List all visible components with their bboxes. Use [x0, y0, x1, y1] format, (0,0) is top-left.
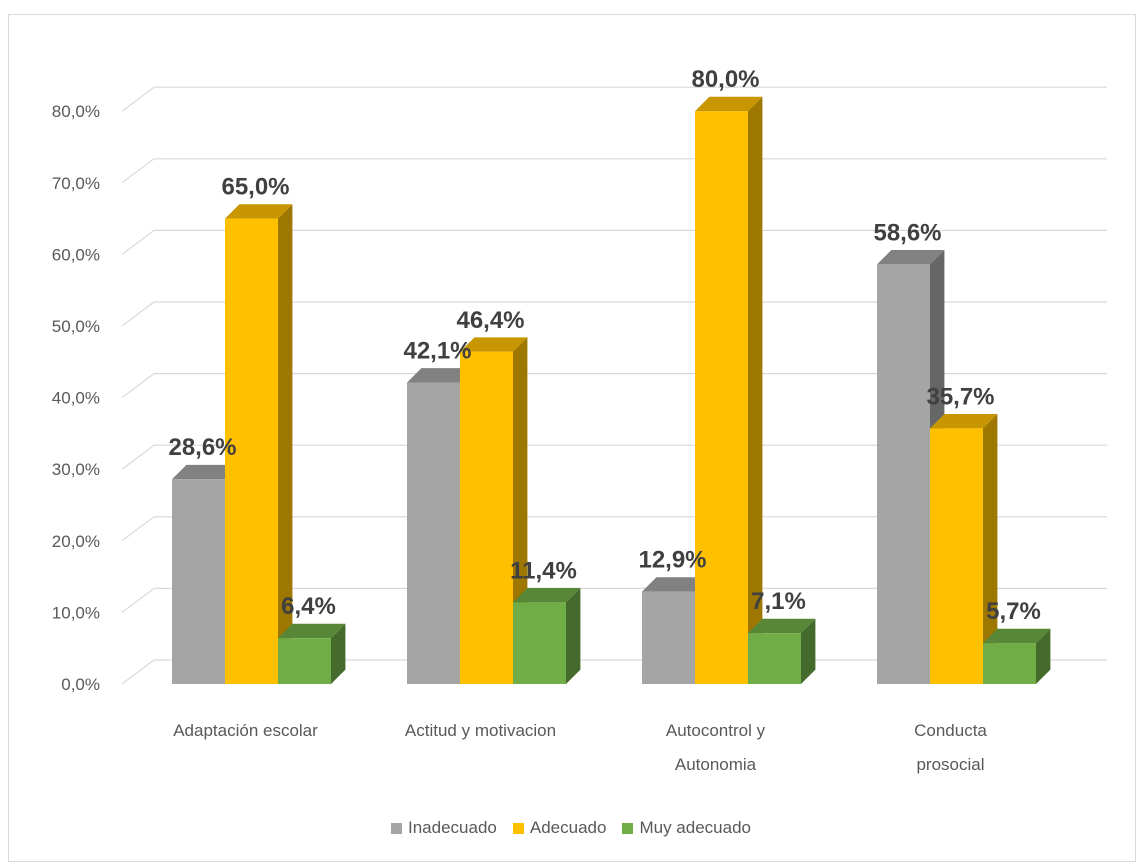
data-label: 11,4%	[510, 557, 577, 584]
bar-front	[407, 382, 460, 684]
y-tick-label: 70,0%	[52, 174, 100, 193]
bar-side	[566, 587, 581, 684]
legend-label: Adecuado	[529, 818, 607, 837]
bar-top	[278, 623, 346, 639]
data-label: 5,7%	[986, 598, 1041, 625]
bar-front	[748, 633, 801, 684]
bar-top	[695, 96, 763, 112]
y-axis: 0,0% 10,0% 20,0% 30,0% 40,0% 50,0% 60,0% 70,0% 8…	[52, 102, 100, 694]
gridline-depth	[121, 86, 155, 112]
legend-label: Inadecuado	[408, 818, 497, 837]
data-label: 12,9%	[638, 547, 706, 574]
bar-side	[801, 618, 816, 684]
legend-swatch	[391, 822, 402, 834]
data-label: 7,1%	[751, 588, 806, 615]
legend-swatch	[622, 822, 634, 834]
bar-side	[278, 204, 293, 684]
bar	[513, 587, 581, 684]
y-tick-label: 20,0%	[52, 532, 100, 551]
data-label: 80,0%	[691, 66, 759, 93]
bar-side	[1036, 628, 1051, 684]
data-label: 35,7%	[926, 383, 994, 410]
bar-top	[748, 618, 816, 634]
y-tick-label: 50,0%	[52, 317, 100, 336]
bar-top	[877, 250, 945, 265]
legend-swatch	[512, 822, 524, 834]
bar	[225, 204, 293, 684]
gridline-depth	[121, 373, 155, 399]
gridline-depth	[121, 158, 155, 184]
bar	[930, 413, 998, 684]
bar-top	[513, 587, 581, 603]
bar-top	[225, 204, 293, 219]
x-category-label: Autocontrol y Autonomia	[666, 721, 766, 774]
data-label: 65,0%	[221, 174, 289, 201]
y-tick-label: 30,0%	[52, 460, 100, 479]
bar-front	[983, 643, 1036, 684]
bar-top	[407, 368, 475, 383]
y-tick-label: 80,0%	[52, 102, 100, 121]
bar-front	[513, 602, 566, 684]
bar-top	[460, 337, 528, 352]
bar	[278, 623, 346, 684]
bar	[748, 618, 816, 684]
bar-top	[642, 577, 710, 592]
gridline-depth	[121, 659, 155, 685]
bar-top	[983, 628, 1051, 644]
bar	[695, 96, 763, 685]
data-label: 6,4%	[281, 593, 336, 620]
bar-top	[930, 413, 998, 429]
data-label: 58,6%	[873, 219, 941, 246]
bar-side	[331, 623, 346, 684]
legend-item-inadecuado: Inadecuado	[391, 818, 497, 838]
bar-front	[172, 479, 225, 684]
bar-front	[225, 218, 278, 684]
y-tick-label: 0,0%	[61, 675, 100, 694]
bar-front	[642, 591, 695, 684]
bar-front	[460, 351, 513, 684]
gridline-depth	[121, 301, 155, 327]
y-tick-label: 40,0%	[52, 389, 100, 408]
legend-label: Muy adecuado	[639, 818, 751, 837]
bar-front	[877, 264, 930, 684]
data-labels: 28,6% 65,0% 6,4% 42,1% 46,4% 11,4% 12,9% 80,0% 7…	[168, 66, 1040, 625]
legend-item-adecuado: Adecuado	[512, 818, 607, 838]
bar-front	[278, 638, 331, 684]
bars	[172, 96, 1051, 685]
legend-item-muy-adecuado: Muy adecuado	[622, 818, 751, 838]
gridline-depth	[121, 516, 155, 542]
x-category-label: Adaptación escolar	[173, 721, 318, 740]
bar-side	[748, 96, 763, 685]
data-label: 46,4%	[456, 307, 524, 334]
x-axis: Adaptación escolar Actitud y motivacion Au…	[173, 721, 987, 774]
bar-side	[983, 413, 998, 684]
bar-top	[172, 464, 240, 480]
y-tick-label: 10,0%	[52, 603, 100, 622]
x-category-label: Conducta prosocial	[914, 721, 987, 774]
y-tick-label: 60,0%	[52, 245, 100, 264]
gridline-depth	[121, 444, 155, 470]
data-label: 28,6%	[168, 434, 236, 461]
bar	[983, 628, 1051, 684]
x-category-label: Actitud y motivacion	[405, 721, 556, 740]
gridline-depth	[121, 587, 155, 613]
data-label: 42,1%	[403, 338, 471, 365]
bar-front	[930, 428, 983, 684]
bar-front	[695, 111, 748, 684]
legend: Inadecuado Adecuado Muy adecuado	[0, 818, 1142, 838]
gridline-depth	[121, 229, 155, 255]
